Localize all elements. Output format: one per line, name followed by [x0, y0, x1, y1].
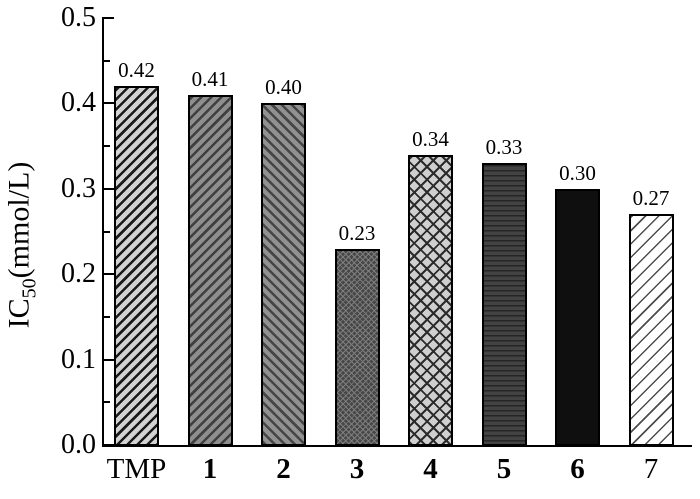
bar-3 — [334, 249, 380, 446]
x-category-label-tmp: TMP — [106, 453, 167, 485]
y-tick-label: 0.3 — [61, 172, 96, 204]
bar-value-label: 0.27 — [632, 186, 670, 210]
x-axis-line — [102, 445, 692, 447]
bar-value-label: 0.40 — [265, 75, 302, 99]
y-tick-label: 0.2 — [61, 258, 96, 290]
y-axis-line — [102, 17, 104, 447]
y-tick-label: 0.5 — [61, 2, 96, 33]
bar-5 — [481, 163, 527, 446]
y-axis-title-prefix: IC — [2, 298, 36, 329]
y-major-tick — [104, 358, 114, 361]
y-minor-tick — [104, 401, 110, 404]
y-minor-tick — [104, 315, 110, 318]
y-minor-tick — [104, 145, 110, 148]
bar-value-label: 0.42 — [118, 58, 155, 82]
bar-value-label: 0.23 — [338, 221, 376, 245]
x-category-label-1: 1 — [202, 453, 218, 485]
y-tick-label: 0.1 — [61, 343, 96, 375]
bar-value-label: 0.30 — [559, 161, 596, 185]
x-category-label-4: 4 — [423, 453, 438, 485]
bar-7 — [628, 214, 674, 446]
y-major-tick — [104, 17, 114, 19]
x-category-label-3: 3 — [349, 453, 365, 485]
y-major-tick — [104, 102, 114, 105]
bar-4 — [408, 155, 453, 446]
y-axis-title-units: (mmol/L) — [2, 161, 36, 279]
x-category-label-5: 5 — [496, 453, 512, 485]
x-category-label-6: 6 — [570, 453, 585, 485]
bar-6 — [555, 189, 600, 446]
x-category-label-7: 7 — [643, 453, 659, 485]
y-major-tick — [104, 273, 114, 276]
bar-value-label: 0.33 — [485, 135, 523, 159]
bar-tmp — [114, 86, 159, 446]
y-minor-tick — [104, 59, 110, 62]
y-minor-tick — [104, 230, 110, 233]
y-tick-label: 0.4 — [61, 87, 96, 119]
bar-1 — [187, 95, 233, 446]
bar-value-label: 0.34 — [412, 127, 449, 151]
bar-2 — [261, 103, 306, 446]
y-tick-label: 0.0 — [61, 429, 96, 460]
y-major-tick — [104, 187, 114, 190]
y-major-tick — [104, 444, 114, 446]
bar-value-label: 0.41 — [191, 67, 229, 91]
x-category-label-2: 2 — [276, 453, 291, 485]
